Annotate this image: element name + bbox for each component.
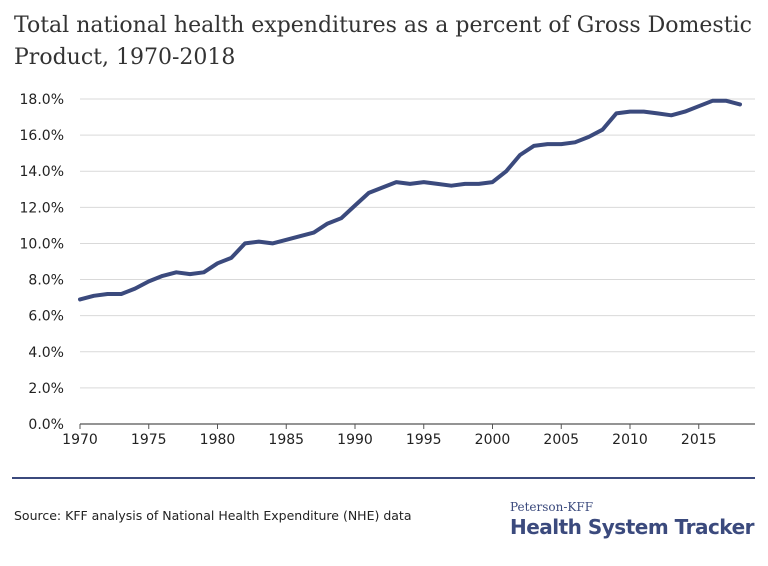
y-tick-label: 16.0%	[20, 128, 64, 144]
y-tick-label: 4.0%	[28, 345, 64, 361]
y-tick-label: 10.0%	[20, 236, 64, 252]
brand-logo[interactable]: Peterson-KFF Health System Tracker	[509, 500, 755, 540]
x-tick-label: 2010	[612, 432, 648, 448]
x-tick-label: 1985	[268, 432, 304, 448]
source-note: Source: KFF analysis of National Health …	[14, 508, 412, 523]
x-tick-label: 2015	[681, 432, 717, 448]
line-chart: 0.0% 2.0% 4.0% 6.0% 8.0% 10.0% 12.0% 14.0% 16.0%…	[20, 92, 755, 448]
x-tick-label: 2000	[475, 432, 511, 448]
grid	[79, 98, 755, 429]
logo-top-text: Peterson-KFF	[509, 500, 594, 514]
x-axis-labels: 1970 1975 1980 1985 1990 1995 2000 2005 2010 2015	[62, 432, 716, 448]
x-tick-label: 1980	[200, 432, 236, 448]
y-tick-label: 14.0%	[20, 164, 64, 180]
y-tick-label: 2.0%	[28, 381, 64, 397]
y-tick-label: 12.0%	[20, 200, 64, 216]
x-tick-label: 1995	[406, 432, 442, 448]
series-lines	[78, 98, 742, 302]
chart-title: Total national health expenditures as a …	[14, 13, 752, 70]
x-tick-label: 2005	[543, 432, 579, 448]
series-line	[78, 98, 742, 302]
x-tick-label: 1990	[337, 432, 373, 448]
x-tick-label: 1970	[62, 432, 98, 448]
y-tick-label: 0.0%	[28, 417, 64, 433]
y-tick-label: 8.0%	[28, 273, 64, 289]
y-tick-label: 6.0%	[28, 309, 64, 325]
footer-divider	[12, 477, 755, 479]
x-tick-label: 1975	[131, 432, 167, 448]
logo-main-text: Health System Tracker	[509, 515, 755, 539]
y-tick-label: 18.0%	[20, 92, 64, 108]
y-axis-labels: 0.0% 2.0% 4.0% 6.0% 8.0% 10.0% 12.0% 14.0% 16.0%…	[20, 92, 64, 433]
